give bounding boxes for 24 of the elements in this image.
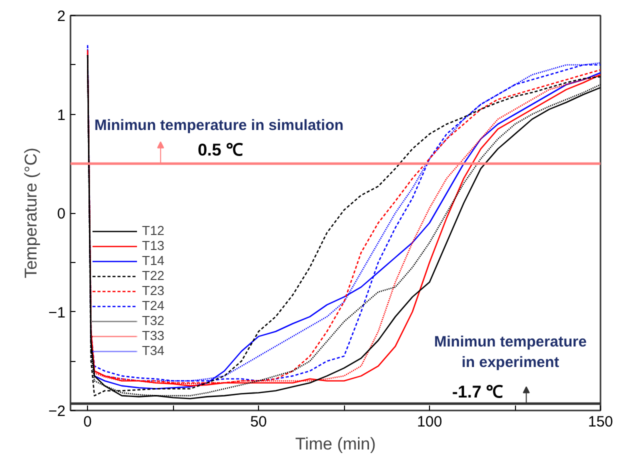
legend-label: T33 [142,328,164,343]
legend-label: T12 [142,223,164,238]
ref-line-label: -1.7 ℃ [452,382,504,402]
legend-label: T14 [142,253,164,268]
legend-label: T22 [142,268,164,283]
legend-label: T23 [142,283,164,298]
legend-label: T34 [142,343,164,358]
x-tick-label: 50 [250,414,267,430]
x-tick-label: 100 [417,414,442,430]
y-tick-label: −2 [48,403,66,420]
legend-label: T24 [142,298,164,313]
x-tick-label: 0 [83,414,92,430]
legend-label: T13 [142,238,164,253]
y-tick-label: 2 [57,8,66,25]
y-axis-title: Temperature (°C) [21,148,40,278]
ref-line-label: 0.5 ℃ [198,140,244,160]
y-tick-label: 1 [57,106,66,124]
y-tick-label: 0 [57,206,66,222]
x-tick-label: 150 [588,414,614,430]
y-tick-label: −1 [48,304,66,322]
annotation: Minimun temperature in simulation [94,117,344,134]
legend-label: T32 [142,313,164,328]
x-axis-title: Time (min) [295,434,376,454]
annotation: Minimun temperature in experiment [434,334,587,371]
